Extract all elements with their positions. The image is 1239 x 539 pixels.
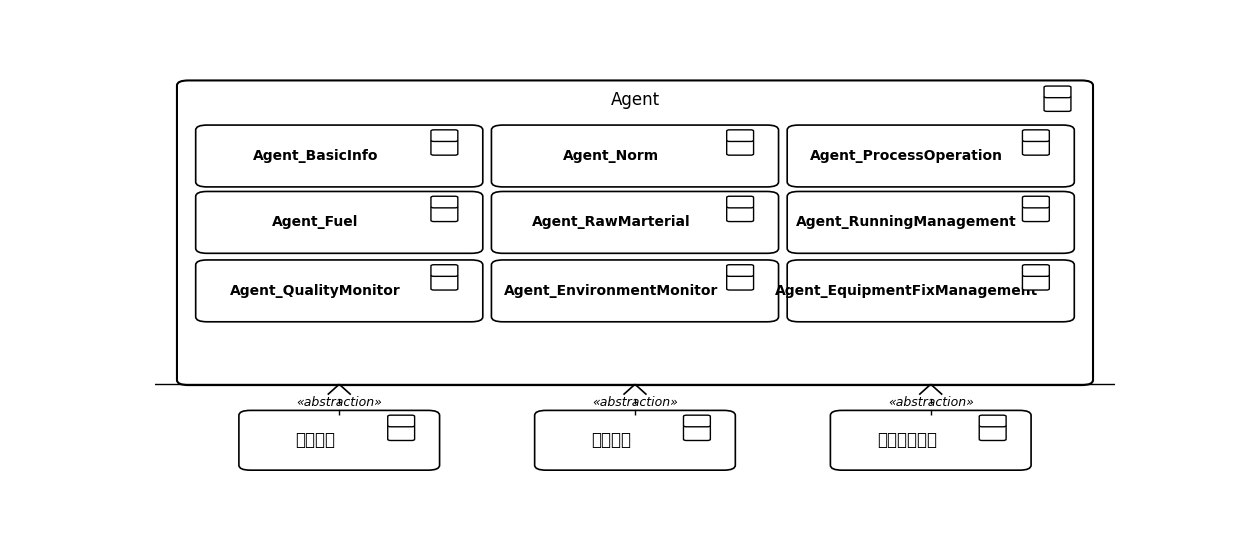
Text: Agent_BasicInfo: Agent_BasicInfo xyxy=(253,149,378,163)
FancyBboxPatch shape xyxy=(1022,130,1049,141)
FancyBboxPatch shape xyxy=(787,191,1074,253)
FancyBboxPatch shape xyxy=(684,426,710,440)
FancyBboxPatch shape xyxy=(431,206,458,222)
FancyBboxPatch shape xyxy=(1022,265,1049,277)
FancyBboxPatch shape xyxy=(1044,96,1070,112)
Text: Agent_Norm: Agent_Norm xyxy=(563,149,659,163)
FancyBboxPatch shape xyxy=(1022,140,1049,155)
Text: 综合应用知识: 综合应用知识 xyxy=(877,431,937,450)
FancyBboxPatch shape xyxy=(979,415,1006,427)
Text: «abstraction»: «abstraction» xyxy=(888,396,974,410)
FancyBboxPatch shape xyxy=(431,140,458,155)
FancyBboxPatch shape xyxy=(196,260,483,322)
FancyBboxPatch shape xyxy=(727,140,753,155)
FancyBboxPatch shape xyxy=(431,275,458,290)
FancyBboxPatch shape xyxy=(830,410,1031,470)
Text: Agent_Fuel: Agent_Fuel xyxy=(273,216,358,230)
FancyBboxPatch shape xyxy=(492,125,778,187)
FancyBboxPatch shape xyxy=(239,410,440,470)
FancyBboxPatch shape xyxy=(1044,86,1070,98)
Text: Agent_EnvironmentMonitor: Agent_EnvironmentMonitor xyxy=(504,284,719,298)
Text: Agent_QualityMonitor: Agent_QualityMonitor xyxy=(230,284,400,298)
FancyBboxPatch shape xyxy=(431,130,458,141)
FancyBboxPatch shape xyxy=(431,196,458,208)
FancyBboxPatch shape xyxy=(787,260,1074,322)
FancyBboxPatch shape xyxy=(727,275,753,290)
FancyBboxPatch shape xyxy=(492,260,778,322)
FancyBboxPatch shape xyxy=(388,415,415,427)
FancyBboxPatch shape xyxy=(727,265,753,277)
FancyBboxPatch shape xyxy=(1022,275,1049,290)
FancyBboxPatch shape xyxy=(979,426,1006,440)
Text: Agent_EquipmentFixManagement: Agent_EquipmentFixManagement xyxy=(776,284,1038,298)
FancyBboxPatch shape xyxy=(492,191,778,253)
FancyBboxPatch shape xyxy=(177,80,1093,385)
FancyBboxPatch shape xyxy=(1022,206,1049,222)
FancyBboxPatch shape xyxy=(727,130,753,141)
FancyBboxPatch shape xyxy=(684,415,710,427)
Text: «abstraction»: «abstraction» xyxy=(296,396,382,410)
FancyBboxPatch shape xyxy=(535,410,735,470)
FancyBboxPatch shape xyxy=(727,206,753,222)
Text: Agent_RawMarterial: Agent_RawMarterial xyxy=(532,216,690,230)
Text: 基础知识: 基础知识 xyxy=(295,431,336,450)
Text: Agent_ProcessOperation: Agent_ProcessOperation xyxy=(810,149,1004,163)
FancyBboxPatch shape xyxy=(431,265,458,277)
FancyBboxPatch shape xyxy=(196,191,483,253)
FancyBboxPatch shape xyxy=(727,196,753,208)
FancyBboxPatch shape xyxy=(787,125,1074,187)
Text: Agent_RunningManagement: Agent_RunningManagement xyxy=(797,216,1017,230)
Text: Agent: Agent xyxy=(611,91,659,109)
FancyBboxPatch shape xyxy=(388,426,415,440)
Text: «abstraction»: «abstraction» xyxy=(592,396,678,410)
FancyBboxPatch shape xyxy=(1022,196,1049,208)
FancyBboxPatch shape xyxy=(196,125,483,187)
Text: 深度知识: 深度知识 xyxy=(591,431,631,450)
